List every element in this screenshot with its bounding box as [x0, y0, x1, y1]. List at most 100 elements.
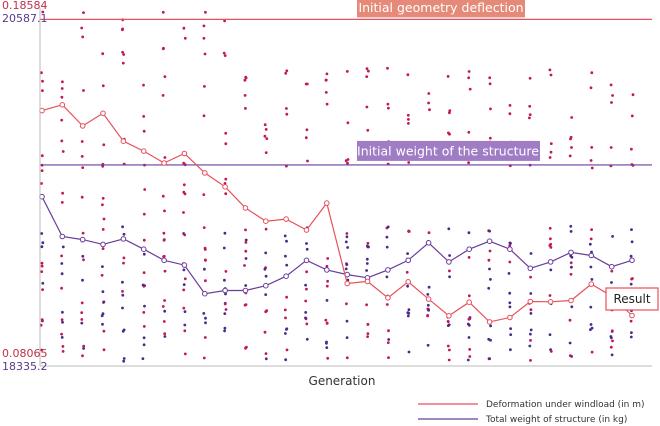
scatter-point-red — [528, 76, 532, 80]
scatter-point — [549, 237, 552, 241]
scatter-point-red — [224, 177, 228, 181]
scatter-point — [590, 278, 594, 281]
scatter-point — [305, 322, 309, 326]
scatter-point — [366, 322, 370, 326]
scatter-point — [41, 241, 45, 245]
scatter-point — [244, 257, 248, 260]
scatter-point-red — [488, 136, 492, 140]
scatter-point — [446, 320, 450, 323]
scatter-point — [243, 264, 246, 267]
weight-series-point — [446, 259, 452, 265]
scatter-point — [487, 286, 491, 290]
weight-series-line — [41, 196, 633, 295]
scatter-point — [426, 293, 430, 296]
deformation-series-point — [588, 281, 595, 287]
scatter-point-red — [101, 84, 105, 88]
scatter-point — [202, 312, 206, 315]
scatter-point-red — [182, 183, 186, 187]
deformation-series-point — [202, 170, 208, 176]
scatter-point-red — [285, 112, 289, 116]
scatter-point — [610, 269, 614, 273]
scatter-point — [283, 308, 287, 312]
scatter-point-red — [387, 106, 390, 110]
scatter-point-red — [265, 137, 269, 141]
scatter-point — [467, 294, 471, 298]
scatter-point — [447, 358, 451, 362]
scatter-point — [610, 329, 614, 333]
scatter-point — [548, 294, 552, 297]
weight-series-point — [140, 246, 147, 252]
scatter-point — [509, 333, 513, 336]
scatter-point-red — [630, 114, 634, 118]
scatter-point-red — [284, 71, 288, 75]
scatter-point — [183, 323, 187, 327]
scatter-point — [203, 336, 207, 339]
scatter-point — [182, 268, 186, 272]
scatter-point — [122, 232, 126, 236]
deformation-series-point — [263, 218, 269, 224]
scatter-point — [385, 235, 389, 239]
scatter-point — [141, 357, 145, 360]
scatter-point — [366, 241, 370, 245]
scatter-point-red — [163, 209, 166, 213]
scatter-point — [630, 331, 633, 334]
scatter-point-red — [467, 161, 470, 165]
scatter-point — [570, 265, 573, 269]
scatter-point — [406, 311, 410, 315]
weight-series-point — [547, 259, 554, 265]
scatter-point — [102, 348, 106, 352]
y-tick-purple-top: 20587.1 — [2, 12, 48, 25]
scatter-point-red — [223, 19, 227, 23]
scatter-point — [407, 350, 411, 354]
weight-series-point — [79, 236, 86, 243]
scatter-point — [345, 302, 348, 306]
scatter-point-red — [82, 89, 85, 92]
scatter-point-red — [548, 156, 552, 159]
scatter-point — [81, 278, 84, 282]
deformation-series-point — [527, 298, 534, 305]
scatter-point-red — [324, 78, 328, 82]
scatter-point — [529, 252, 533, 255]
scatter-point — [162, 254, 166, 258]
scatter-point — [345, 319, 349, 323]
deformation-series-point — [466, 299, 473, 306]
scatter-point — [101, 322, 104, 326]
scatter-point — [385, 303, 389, 306]
scatter-point-red — [202, 114, 206, 118]
scatter-point-red — [142, 129, 146, 133]
scatter-point — [366, 335, 369, 338]
scatter-point — [366, 244, 369, 248]
deformation-series-point — [283, 216, 289, 222]
scatter-point — [529, 359, 532, 362]
scatter-point — [589, 237, 593, 241]
scatter-point — [448, 254, 451, 257]
scatter-point — [386, 225, 390, 229]
scatter-point-red — [427, 101, 430, 105]
scatter-point — [609, 335, 613, 338]
scatter-point-red — [223, 54, 227, 57]
scatter-point — [447, 227, 451, 231]
scatter-point — [365, 262, 369, 265]
scatter-point-red — [121, 61, 125, 65]
weight-series-point — [486, 238, 493, 244]
scatter-point-red — [548, 68, 552, 72]
scatter-point — [629, 254, 633, 258]
scatter-point-red — [60, 118, 64, 122]
scatter-point-red — [224, 192, 228, 196]
scatter-point-red — [243, 78, 247, 82]
scatter-point-red — [610, 101, 613, 104]
deformation-series-point — [547, 299, 554, 305]
scatter-point — [488, 229, 491, 233]
scatter-point — [264, 357, 268, 361]
scatter-point — [508, 260, 512, 264]
scatter-point — [611, 235, 614, 238]
scatter-point-red — [82, 11, 85, 15]
scatter-point — [325, 346, 329, 349]
scatter-point-red — [427, 92, 431, 95]
scatter-point — [325, 284, 329, 288]
scatter-point-red — [182, 190, 186, 194]
scatter-point-red — [528, 113, 532, 116]
scatter-point-red — [446, 75, 450, 78]
scatter-point-red — [80, 155, 84, 158]
scatter-point — [183, 352, 187, 356]
